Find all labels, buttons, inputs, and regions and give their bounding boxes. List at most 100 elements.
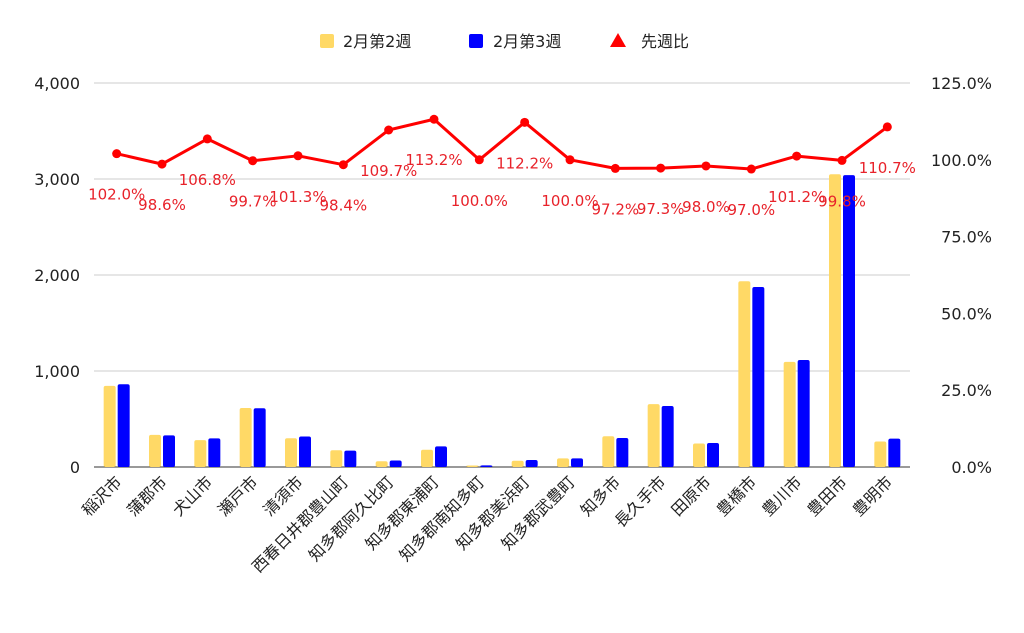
legend-triangle-marker-icon (610, 33, 626, 47)
ratio-label-長久手市: 97.3% (637, 200, 685, 218)
category-label-瀬戸市: 瀬戸市 (214, 472, 261, 519)
bar-2月第3週-稲沢市 (117, 384, 130, 467)
bar-2月第2週-知多郡阿久比町 (375, 461, 388, 467)
ratio-label-西春日井郡豊山町: 98.4% (320, 197, 368, 215)
bar-2月第2週-知多市 (602, 436, 615, 467)
bar-2月第3週-犬山市 (208, 438, 221, 467)
left-axis-tick-label: 3,000 (34, 170, 80, 189)
ratio-point-知多郡武豊町 (565, 155, 575, 165)
bar-2月第3週-西春日井郡豊山町 (344, 450, 357, 467)
ratio-label-田原市: 98.0% (682, 198, 730, 216)
bar-2月第2週-長久手市 (647, 404, 660, 467)
bar-2月第3週-長久手市 (661, 406, 674, 467)
bar-2月第3週-豊明市 (888, 438, 901, 467)
bar-2月第2週-豊明市 (874, 441, 887, 467)
category-label-豊明市: 豊明市 (849, 472, 896, 519)
ratio-label-清須市: 101.3% (269, 188, 326, 206)
bar-2月第2週-瀬戸市 (239, 407, 252, 467)
ratio-label-知多郡武豊町: 100.0% (541, 192, 598, 210)
category-label-田原市: 田原市 (667, 472, 714, 519)
legend-swatch-2月第2週 (320, 34, 334, 48)
bar-2月第2週-西春日井郡豊山町 (330, 450, 343, 467)
ratio-point-豊川市 (792, 151, 802, 161)
right-axis-tick-label: 125.0% (931, 74, 992, 93)
bar-2月第3週-豊田市 (843, 175, 855, 467)
bar-2月第2週-田原市 (693, 443, 705, 467)
ratio-point-田原市 (701, 161, 711, 171)
ratio-line-path (116, 117, 889, 171)
ratio-point-知多郡南知多町 (474, 155, 484, 165)
ratio-point-知多郡美浜町 (520, 117, 530, 127)
ratio-point-清須市 (293, 151, 303, 161)
category-label-蒲郡市: 蒲郡市 (123, 472, 170, 519)
right-axis-ticks: 0.0% 25.0% 50.0% 75.0% 100.0% 125.0% (931, 74, 992, 477)
bar-2月第2週-豊田市 (829, 174, 841, 467)
legend: 2月第2週 2月第3週 先週比 (320, 32, 689, 51)
ratio-point-知多市 (610, 163, 620, 173)
category-label-稲沢市: 稲沢市 (78, 472, 125, 519)
gridlines (94, 82, 910, 468)
ratio-point-西春日井郡豊山町 (338, 160, 348, 170)
bar-2月第2週-豊橋市 (738, 281, 751, 467)
category-label-犬山市: 犬山市 (169, 472, 216, 519)
left-axis-ticks: 0 1,000 2,000 3,000 4,000 (34, 74, 80, 477)
legend-label-2月第3週: 2月第3週 (493, 32, 561, 51)
legend-swatch-2月第3週 (469, 34, 483, 48)
bar-2月第2週-豊川市 (783, 361, 796, 467)
bar-2月第3週-知多郡南知多町 (480, 465, 493, 467)
category-label-豊川市: 豊川市 (758, 472, 805, 519)
ratio-label-豊橋市: 97.0% (728, 201, 776, 219)
category-label-豊橋市: 豊橋市 (713, 472, 760, 519)
left-axis-tick-label: 1,000 (34, 362, 80, 381)
ratio-point-豊橋市 (746, 164, 756, 174)
right-axis-tick-label: 0.0% (951, 458, 992, 477)
category-label-長久手市: 長久手市 (611, 472, 670, 531)
right-axis-tick-label: 75.0% (941, 228, 992, 247)
ratio-point-犬山市 (202, 134, 212, 144)
right-axis-tick-label: 25.0% (941, 381, 992, 400)
ratio-label-知多郡東浦町: 113.2% (405, 151, 462, 169)
bar-2月第2週-清須市 (285, 438, 297, 467)
bar-2月第3週-豊川市 (797, 359, 810, 467)
ratio-label-知多郡阿久比町: 109.7% (360, 162, 417, 180)
ratio-point-瀬戸市 (248, 156, 258, 166)
bar-2月第3週-清須市 (299, 436, 311, 467)
ratio-label-豊川市: 101.2% (768, 188, 825, 206)
bar-2月第2週-知多郡武豊町 (557, 458, 569, 467)
bar-2月第2週-稲沢市 (103, 385, 116, 467)
bar-2月第3週-知多郡美浜町 (525, 459, 538, 467)
ratio-point-知多郡阿久比町 (384, 125, 394, 135)
ratio-label-犬山市: 106.8% (179, 171, 236, 189)
left-axis-tick-label: 4,000 (34, 74, 80, 93)
right-axis-tick-label: 50.0% (941, 304, 992, 323)
ratio-line (112, 114, 892, 174)
ratio-label-知多郡南知多町: 100.0% (451, 192, 508, 210)
ratio-label-瀬戸市: 99.7% (229, 193, 277, 211)
ratio-label-稲沢市: 102.0% (88, 186, 145, 204)
bar-2月第2週-犬山市 (194, 440, 207, 467)
bar-2月第2週-蒲郡市 (149, 434, 161, 467)
ratio-point-豊明市 (882, 122, 892, 132)
ratio-label-知多郡美浜町: 112.2% (496, 154, 553, 172)
bar-2月第3週-知多市 (616, 438, 629, 467)
ratio-data-labels: 102.0%98.6%106.8%99.7%101.3%98.4%109.7%1… (88, 151, 916, 219)
legend-label-2月第2週: 2月第2週 (343, 32, 411, 51)
left-axis-tick-label: 0 (70, 458, 80, 477)
bar-2月第3週-知多郡阿久比町 (389, 460, 402, 467)
ratio-point-稲沢市 (112, 149, 122, 159)
ratio-point-知多郡東浦町 (429, 114, 439, 124)
ratio-point-豊田市 (837, 155, 847, 165)
bar-2月第3週-瀬戸市 (253, 408, 266, 467)
ratio-label-蒲郡市: 98.6% (138, 196, 186, 214)
ratio-point-蒲郡市 (157, 159, 167, 169)
left-axis-tick-label: 2,000 (34, 266, 80, 285)
bar-2月第3週-豊橋市 (752, 287, 765, 467)
legend-label-先週比: 先週比 (641, 32, 689, 51)
bar-2月第3週-蒲郡市 (163, 435, 175, 467)
bar-2月第2週-知多郡美浜町 (511, 460, 524, 467)
ratio-label-豊明市: 110.7% (859, 159, 916, 177)
bar-2月第3週-田原市 (707, 443, 719, 467)
bar-2月第2週-知多郡南知多町 (466, 465, 479, 467)
bars (103, 174, 901, 467)
